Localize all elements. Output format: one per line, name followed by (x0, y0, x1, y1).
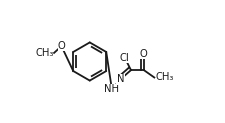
Text: NH: NH (104, 84, 119, 94)
Text: O: O (58, 41, 65, 51)
Text: N: N (117, 74, 124, 84)
Text: Cl: Cl (120, 53, 130, 63)
Text: CH₃: CH₃ (155, 72, 174, 83)
Text: CH₃: CH₃ (35, 48, 54, 58)
Text: O: O (140, 48, 148, 59)
